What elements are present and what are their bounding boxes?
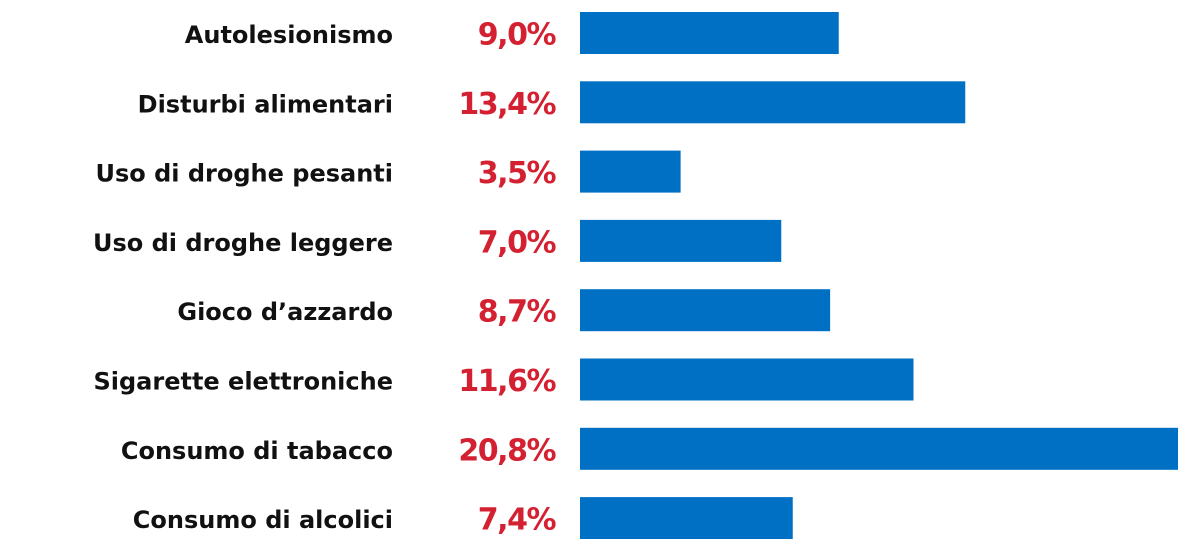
value-label: 11,6% (458, 364, 556, 399)
value-label: 7,0% (478, 225, 557, 260)
bar (580, 12, 839, 54)
category-label: Sigarette elettroniche (93, 368, 393, 396)
value-label: 3,5% (478, 156, 557, 191)
category-label: Consumo di tabacco (121, 437, 393, 465)
bar (580, 497, 793, 539)
category-label: Uso di droghe pesanti (95, 160, 393, 188)
bar (580, 219, 782, 262)
bar (580, 289, 831, 332)
value-label: 13,4% (458, 87, 556, 122)
value-label: 8,7% (478, 295, 557, 330)
bar (580, 150, 681, 193)
value-label: 7,4% (478, 503, 557, 538)
category-label: Gioco d’azzardo (177, 298, 393, 326)
value-label: 9,0% (478, 18, 557, 53)
value-label: 20,8% (458, 433, 556, 468)
category-label: Consumo di alcolici (133, 506, 393, 534)
bar (580, 427, 1178, 470)
bar (580, 81, 966, 124)
category-label: Uso di droghe leggere (93, 229, 393, 257)
category-label: Disturbi alimentari (138, 90, 393, 118)
category-label: Autolesionismo (185, 21, 393, 49)
bar (580, 358, 914, 401)
